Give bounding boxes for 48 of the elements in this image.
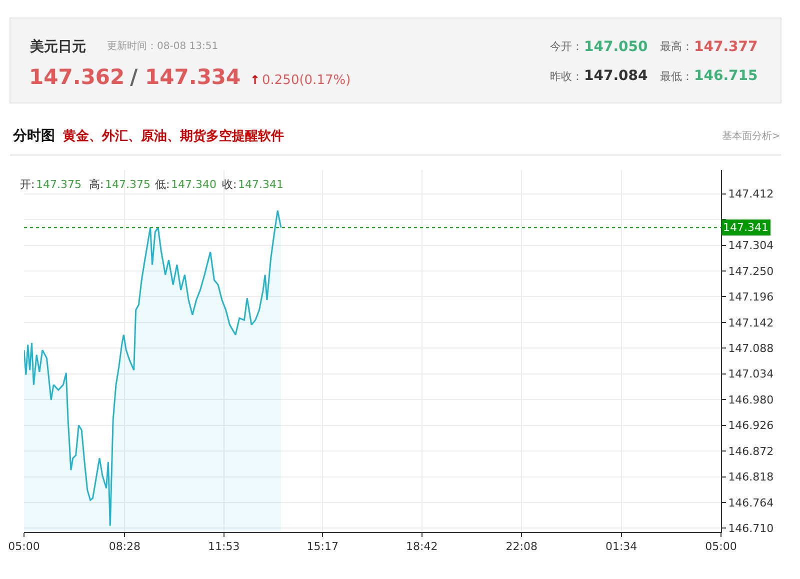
text: ↑ (250, 73, 260, 87)
annotation: 147.340 (171, 178, 216, 191)
y-tick-label: 147.034 (728, 368, 774, 381)
annotation: 收: (222, 178, 237, 191)
text: 147.362 (29, 65, 125, 89)
x-tick-label: 18:42 (406, 540, 438, 554)
chart-subtitle: 更新时间：08-08 13:51 (107, 40, 218, 52)
chart-title: 美元日元 (29, 38, 86, 55)
x-tick-label: 11:53 (208, 540, 240, 554)
text: 黄金、外汇、原油、期货多空提醒软件 (62, 128, 284, 144)
text: 基本面分析> (722, 130, 780, 142)
text: 分时图 (12, 128, 55, 144)
y-tick-label: 146.872 (728, 444, 774, 458)
x-tick-label: 08:28 (108, 540, 141, 554)
annotation: 147.375 (105, 178, 150, 191)
text: 146.715 (694, 68, 758, 84)
x-tick-label: 15:17 (306, 540, 338, 554)
y-tick-label: 147.250 (728, 264, 774, 278)
text: 147.084 (584, 68, 648, 84)
annotation: 147.375 (36, 178, 82, 191)
x-tick-label: 05:00 (8, 540, 40, 554)
y-tick-label: 146.926 (728, 419, 774, 432)
y-tick-label: 147.412 (728, 188, 774, 201)
y-tick-label: 146.818 (728, 470, 774, 484)
text: 昨收： (550, 70, 583, 83)
text: 147.334 (145, 65, 241, 89)
y-tick-label: 147.196 (728, 290, 774, 304)
y-tick-label: 147.142 (728, 316, 774, 330)
y-tick-label: 146.980 (728, 393, 774, 406)
y-tick-label: 146.710 (728, 522, 774, 536)
text: 最低： (660, 70, 693, 83)
annotation: 开: (20, 178, 35, 191)
annotation: 147.341 (238, 178, 284, 191)
x-tick-label: 01:34 (605, 540, 638, 554)
x-tick-label: 05:00 (705, 540, 737, 554)
text: 今开： (550, 40, 583, 53)
text: / (130, 65, 138, 89)
y-tick-label: 146.764 (728, 496, 774, 510)
y-tick-label: 147.088 (728, 342, 774, 355)
annotation: 高: (89, 178, 104, 191)
ref-line-label: 147.341 (723, 221, 768, 234)
x-tick-label: 22:08 (506, 540, 538, 554)
text: 0.250(0.17%) (262, 73, 351, 88)
text: 最高： (660, 40, 693, 53)
text: 147.050 (584, 39, 648, 55)
y-tick-label: 147.304 (728, 239, 774, 252)
text: 147.377 (694, 39, 758, 55)
annotation: 低: (155, 178, 170, 191)
